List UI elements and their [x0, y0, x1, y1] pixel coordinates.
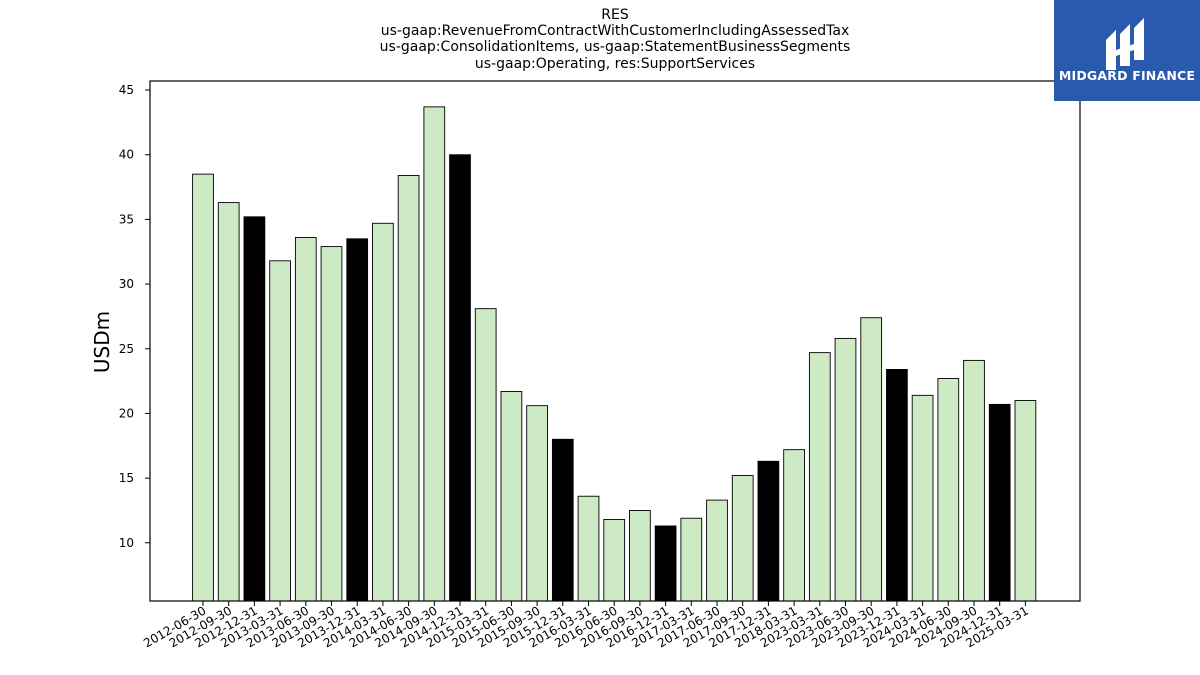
- bar-2024-03-31: [911, 394, 934, 602]
- bar-2017-03-31: [680, 517, 703, 602]
- brand-logo: MIDGARD FINANCE: [1054, 0, 1200, 101]
- chart-title-line-3: us-gaap:ConsolidationItems, us-gaap:Stat…: [379, 39, 851, 55]
- bar-2014-09-30: [423, 106, 446, 602]
- plot-frame: [149, 80, 1081, 602]
- bar-2017-09-30: [731, 475, 754, 602]
- x-axis: 2012-06-302012-09-302012-12-312013-03-31…: [141, 601, 1031, 650]
- y-tick-label: 10: [119, 536, 134, 550]
- bar-2013-12-31: [346, 238, 369, 602]
- bar-2015-09-30: [526, 405, 548, 602]
- y-tick-label: 40: [119, 148, 134, 162]
- bar-2013-09-30: [320, 246, 343, 602]
- y-tick-label: 15: [119, 471, 134, 485]
- bar-2013-06-30: [294, 237, 317, 602]
- bar-2016-09-30: [629, 510, 651, 602]
- y-axis: 10 15 20 25 30 35 40 45: [119, 83, 150, 550]
- bar-2018-03-31: [783, 449, 805, 602]
- bar-2023-09-30: [860, 317, 883, 602]
- y-tick-label: 25: [119, 342, 134, 356]
- bar-2024-09-30: [963, 359, 985, 602]
- logo-mark-icon: [1106, 18, 1144, 70]
- bar-2016-03-31: [577, 495, 600, 602]
- bar-2024-12-31: [988, 403, 1011, 602]
- bar-2013-03-31: [269, 260, 291, 602]
- bar-2014-03-31: [372, 222, 394, 602]
- bars-group: [192, 106, 1037, 602]
- bar-2015-06-30: [500, 390, 523, 602]
- y-tick-label: 20: [119, 406, 134, 420]
- bar-2014-12-31: [449, 154, 471, 602]
- bar-2017-12-31: [757, 460, 780, 602]
- chart-title-line-1: RES: [601, 7, 629, 23]
- bar-2012-09-30: [217, 202, 240, 602]
- chart-title-line-4: us-gaap:Operating, res:SupportServices: [474, 56, 756, 72]
- bar-2016-12-31: [654, 525, 677, 602]
- bar-2023-06-30: [834, 337, 857, 602]
- bar-2023-12-31: [886, 369, 908, 602]
- y-axis-label: USDm: [90, 311, 114, 373]
- bar-2015-03-31: [474, 308, 497, 602]
- bar-2017-06-30: [706, 499, 728, 602]
- bar-2012-12-31: [243, 216, 266, 602]
- chart-title-line-2: us-gaap:RevenueFromContractWithCustomerI…: [380, 23, 850, 39]
- bar-2015-12-31: [551, 438, 574, 602]
- bar-2012-06-30: [192, 173, 214, 602]
- bar-2016-06-30: [603, 519, 626, 602]
- bar-2014-06-30: [397, 174, 420, 602]
- bar-2024-06-30: [937, 378, 960, 602]
- bar-2023-03-31: [808, 352, 831, 602]
- bar-2025-03-31: [1014, 400, 1037, 602]
- y-tick-label: 45: [119, 83, 134, 97]
- y-tick-label: 30: [119, 277, 134, 291]
- y-tick-label: 35: [119, 212, 134, 226]
- logo-text: MIDGARD FINANCE: [1058, 68, 1196, 83]
